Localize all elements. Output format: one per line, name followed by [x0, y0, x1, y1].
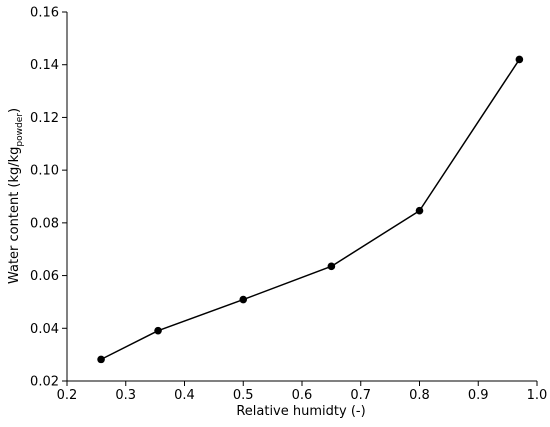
data-point	[154, 326, 162, 335]
data-point	[515, 55, 524, 64]
y-axis-label-main: Water content (kg/kg	[7, 147, 22, 284]
x-axis-ticks: 0.2 0.3 0.4 0.5 0.6 0.7 0.8 0.9 1.0	[57, 381, 548, 403]
y-axis-label-subscript: powder	[15, 113, 25, 147]
y-tick-label: 0.10	[30, 164, 59, 179]
data-series	[97, 55, 524, 364]
x-tick-label: 0.9	[468, 388, 489, 403]
data-point	[97, 355, 105, 364]
x-tick-label: 0.7	[350, 388, 371, 403]
data-point	[327, 262, 336, 271]
y-tick-label: 0.12	[30, 111, 59, 126]
x-tick-label: 0.2	[57, 388, 78, 403]
y-tick-label: 0.04	[30, 322, 59, 337]
x-tick-label: 0.6	[292, 388, 313, 403]
series-line	[100, 59, 521, 361]
y-tick-label: 0.16	[30, 6, 59, 21]
y-axis-ticks: 0.02 0.04 0.06 0.08 0.10 0.12 0.14 0.16	[30, 6, 67, 390]
x-tick-label: 0.3	[115, 388, 136, 403]
x-tick-label: 1.0	[527, 388, 548, 403]
y-tick-label: 0.14	[30, 58, 59, 73]
y-axis-label-suffix: )	[7, 108, 22, 113]
x-tick-label: 0.8	[409, 388, 430, 403]
axes	[66, 12, 537, 382]
y-tick-label: 0.02	[30, 375, 59, 390]
x-axis-label: Relative humidty (-)	[236, 404, 365, 419]
data-point	[415, 206, 424, 215]
x-tick-label: 0.4	[174, 388, 195, 403]
data-point	[239, 295, 248, 304]
x-tick-label: 0.5	[233, 388, 254, 403]
y-axis-label: Water content (kg/kgpowder)	[7, 108, 25, 284]
y-tick-label: 0.08	[30, 216, 59, 231]
y-tick-label: 0.06	[30, 269, 59, 284]
